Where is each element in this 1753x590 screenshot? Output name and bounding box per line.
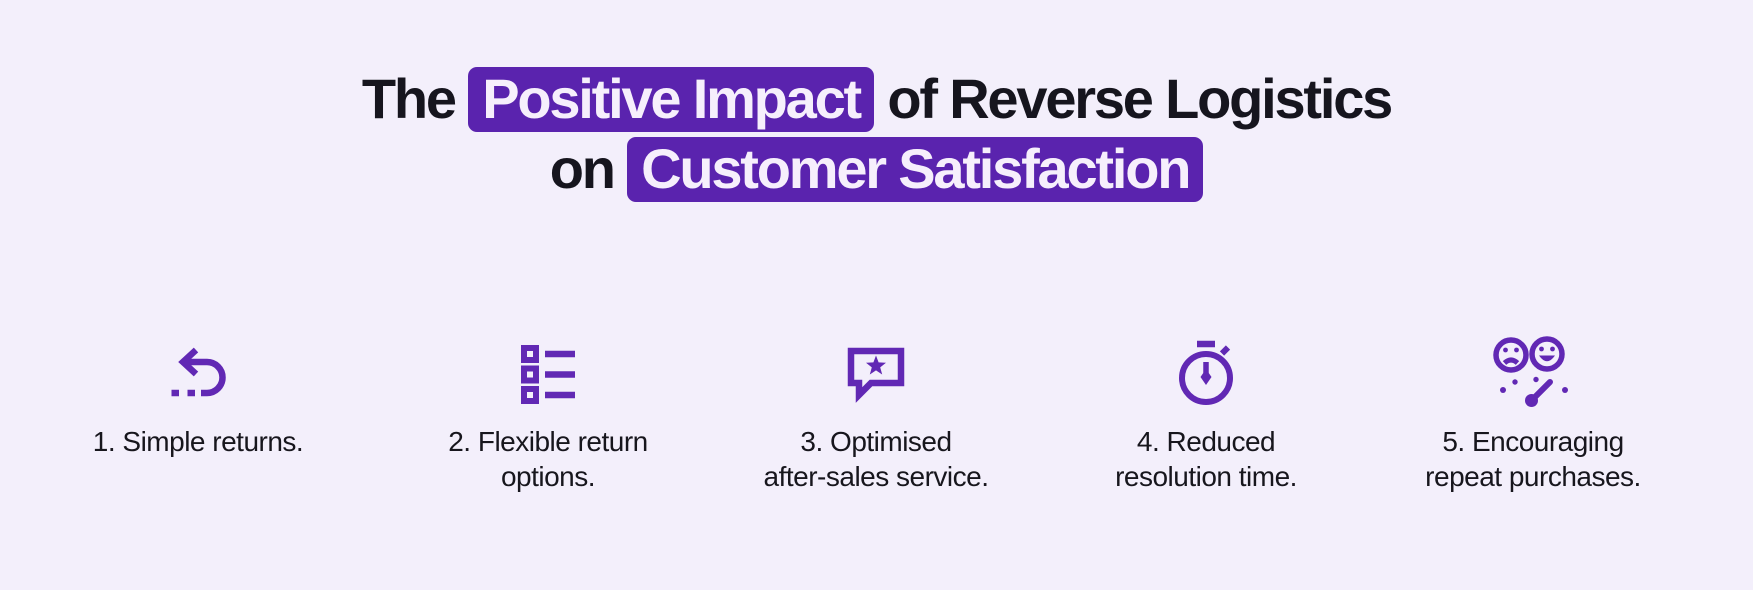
- benefit-item-flexible-options: 2. Flexible return options.: [398, 336, 698, 494]
- title-text-pre-2: on: [549, 137, 628, 200]
- page-title: The Positive Impact of Reverse Logistics…: [0, 64, 1753, 204]
- benefit-label: 4. Reduced resolution time.: [1115, 424, 1297, 494]
- benefit-label-line: options.: [500, 461, 596, 492]
- title-highlight-positive-impact: Positive Impact: [468, 67, 875, 132]
- chat-star-icon: [843, 336, 909, 410]
- benefits-row: 1. Simple returns. 2. Flexible return op…: [0, 336, 1753, 494]
- benefit-label-line: repeat purchases.: [1425, 461, 1641, 492]
- benefit-label-line: 2. Flexible return: [448, 426, 648, 457]
- benefit-label-line: after-sales service.: [763, 461, 989, 492]
- checklist-icon: [518, 336, 578, 410]
- satisfaction-faces-icon: [1490, 336, 1576, 410]
- title-line-1: The Positive Impact of Reverse Logistics: [0, 64, 1753, 134]
- benefit-label: 3. Optimised after-sales service.: [764, 424, 989, 494]
- return-arrow-icon: [160, 336, 236, 410]
- stopwatch-icon: [1177, 336, 1235, 410]
- benefit-item-resolution-time: 4. Reduced resolution time.: [1056, 336, 1356, 494]
- infographic-page: The Positive Impact of Reverse Logistics…: [0, 64, 1753, 590]
- benefit-label-line: resolution time.: [1115, 461, 1297, 492]
- benefit-label-line: 5. Encouraging: [1442, 426, 1624, 457]
- benefit-label: 5. Encouraging repeat purchases.: [1425, 424, 1641, 494]
- benefit-label-line: 3. Optimised: [800, 426, 952, 457]
- title-highlight-customer-satisfaction: Customer Satisfaction: [627, 137, 1204, 202]
- benefit-label-line: 4. Reduced: [1136, 426, 1276, 457]
- title-text-post-1: of Reverse Logistics: [874, 67, 1393, 130]
- title-text-pre-1: The: [361, 67, 469, 130]
- title-line-2: on Customer Satisfaction: [0, 134, 1753, 204]
- benefit-label: 1. Simple returns.: [92, 424, 304, 459]
- benefit-item-simple-returns: 1. Simple returns.: [48, 336, 348, 459]
- benefit-label-line: 1. Simple returns.: [92, 426, 304, 457]
- benefit-item-after-sales: 3. Optimised after-sales service.: [726, 336, 1026, 494]
- benefit-label: 2. Flexible return options.: [448, 424, 648, 494]
- benefit-item-repeat-purchases: 5. Encouraging repeat purchases.: [1383, 336, 1683, 494]
